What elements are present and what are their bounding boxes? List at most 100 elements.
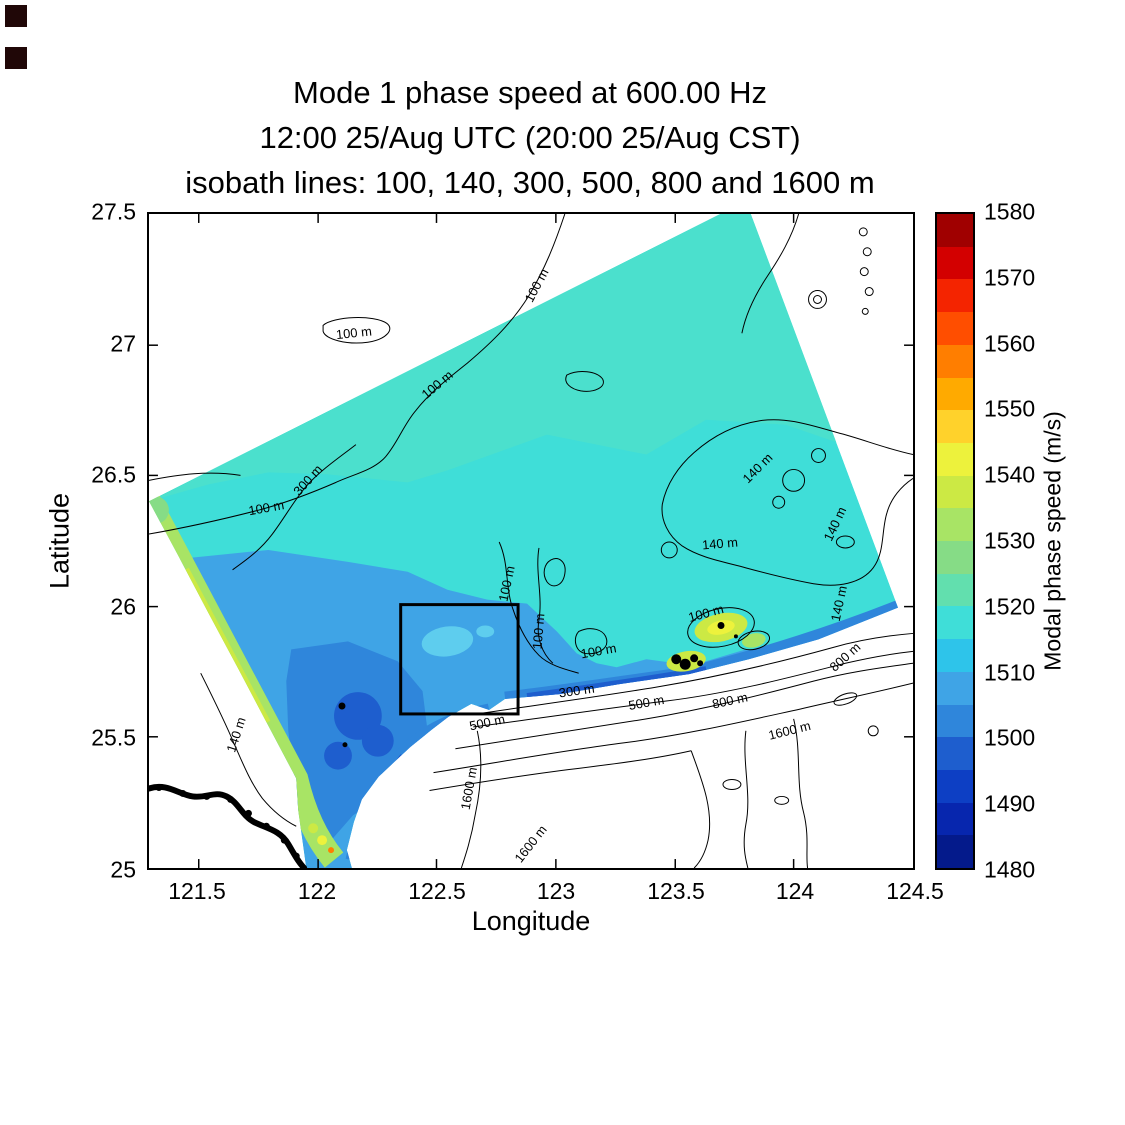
colorbar-band bbox=[937, 541, 973, 574]
corner-marker bbox=[5, 5, 27, 27]
isobath-100m bbox=[498, 541, 579, 674]
x-tick-label: 122.5 bbox=[408, 878, 466, 904]
isobath-100m bbox=[864, 287, 874, 296]
isobath-140m bbox=[782, 468, 806, 492]
y-tick-label: 26 bbox=[110, 593, 136, 620]
isobath-1600m bbox=[429, 750, 692, 791]
y-axis-label: Latitude bbox=[44, 492, 75, 590]
island bbox=[338, 702, 346, 710]
axis-tick-marks bbox=[149, 214, 913, 868]
colorbar-tick-label: 1510 bbox=[984, 659, 1036, 686]
west-corner-green-blob bbox=[149, 496, 169, 525]
contour-label: 100 m bbox=[335, 323, 372, 342]
contour-label: 140 m bbox=[223, 715, 248, 754]
isobath-100m bbox=[687, 607, 755, 648]
field-mid-blue-core bbox=[286, 641, 428, 851]
isobath-100m bbox=[862, 247, 872, 257]
isobath-100m bbox=[858, 227, 868, 237]
colorbar-band bbox=[937, 573, 973, 607]
isobath-100m bbox=[537, 547, 554, 664]
y-tick-label: 26.5 bbox=[91, 461, 136, 488]
isobath-1600m bbox=[433, 682, 913, 774]
colorbar-band bbox=[937, 377, 973, 411]
isobath-800m bbox=[833, 692, 858, 706]
isobath-100m bbox=[808, 290, 827, 309]
isobath-100m bbox=[149, 472, 241, 481]
title-line-3: isobath lines: 100, 140, 300, 500, 800 a… bbox=[185, 165, 875, 200]
isobath-1600m bbox=[690, 750, 711, 868]
island bbox=[671, 654, 682, 665]
isobath-1600m bbox=[722, 779, 742, 790]
contour-label: 1600 m bbox=[767, 718, 812, 743]
west-edge-green-fringe bbox=[149, 495, 344, 868]
colorbar-band bbox=[937, 312, 973, 345]
x-tick-label: 123.5 bbox=[647, 878, 705, 904]
plot-area: 100 m 100 m 100 m 100 m 300 m 100 m 100 m 100 m… bbox=[147, 212, 915, 870]
coast-speck-orange bbox=[328, 847, 335, 854]
colorbar-tick-label: 1540 bbox=[984, 461, 1036, 488]
island bbox=[342, 742, 348, 748]
colorbar-band bbox=[937, 606, 973, 640]
islands bbox=[338, 622, 738, 748]
isobath-100m bbox=[543, 558, 566, 587]
isobath-140m bbox=[200, 672, 297, 827]
colorbar-tick-label: 1550 bbox=[984, 395, 1036, 422]
coast-speck-green bbox=[308, 823, 319, 834]
isobath-100m bbox=[737, 630, 771, 651]
island bbox=[690, 654, 699, 663]
colorbar-band bbox=[937, 835, 973, 869]
isobath-100m bbox=[859, 267, 869, 277]
isobath-100m bbox=[322, 317, 391, 344]
contour-label: 140 m bbox=[701, 534, 738, 552]
isobath-100m bbox=[565, 371, 604, 392]
x-tick-label: 124 bbox=[775, 878, 815, 904]
isobath-800m bbox=[455, 662, 913, 750]
island bbox=[679, 658, 691, 670]
colorbar-gradient bbox=[935, 212, 975, 870]
x-tick-label: 124.5 bbox=[886, 878, 944, 904]
isobath-contours bbox=[149, 214, 913, 868]
study-area-box bbox=[399, 603, 520, 716]
isobath-140m bbox=[772, 495, 786, 509]
field-deep-blue-spot bbox=[361, 724, 394, 757]
contour-label: 800 m bbox=[711, 689, 749, 711]
island-halo bbox=[742, 633, 766, 648]
y-tick-label: 25 bbox=[110, 856, 136, 883]
contour-label: 100 m bbox=[521, 266, 551, 305]
isobath-100m bbox=[574, 628, 608, 655]
contour-label: 1600 m bbox=[458, 766, 480, 811]
colorbar-band bbox=[937, 671, 973, 705]
colorbar-band bbox=[937, 410, 973, 443]
isobath-140m bbox=[661, 419, 913, 586]
isobath-1600m bbox=[743, 730, 749, 868]
colorbar-tick-label: 1490 bbox=[984, 790, 1036, 817]
x-tick-label: 123 bbox=[536, 878, 576, 904]
colorbar-band bbox=[937, 279, 973, 313]
island bbox=[717, 622, 725, 629]
colorbar-tick-label: 1580 bbox=[984, 198, 1036, 225]
contour-label: 300 m bbox=[558, 681, 596, 701]
colorbar-band bbox=[937, 475, 973, 509]
island bbox=[733, 634, 738, 639]
isobath-100m bbox=[741, 214, 800, 334]
colorbar-band bbox=[937, 639, 973, 672]
shelf-edge-deep-band bbox=[526, 666, 707, 700]
x-tick-label: 122 bbox=[297, 878, 337, 904]
colorbar-band bbox=[937, 802, 973, 836]
colorbar-tick-label: 1570 bbox=[984, 264, 1036, 291]
contour-label: 1600 m bbox=[511, 822, 549, 865]
phase-speed-field bbox=[149, 214, 899, 868]
colorbar-band bbox=[937, 508, 973, 542]
colorbar-band bbox=[937, 344, 973, 378]
isobath-800m bbox=[867, 725, 879, 737]
colorbar-tick-label: 1480 bbox=[984, 856, 1036, 883]
title-line-2: 12:00 25/Aug UTC (20:00 25/Aug CST) bbox=[259, 120, 801, 155]
isobath-140m bbox=[811, 448, 826, 463]
field-deep-blue-spot bbox=[324, 741, 352, 770]
coastline bbox=[149, 783, 308, 868]
light-cyan-blob bbox=[476, 625, 495, 638]
field-upper-region bbox=[149, 214, 844, 502]
colorbar-tick-label: 1560 bbox=[984, 330, 1036, 357]
colorbar-band bbox=[937, 769, 973, 803]
